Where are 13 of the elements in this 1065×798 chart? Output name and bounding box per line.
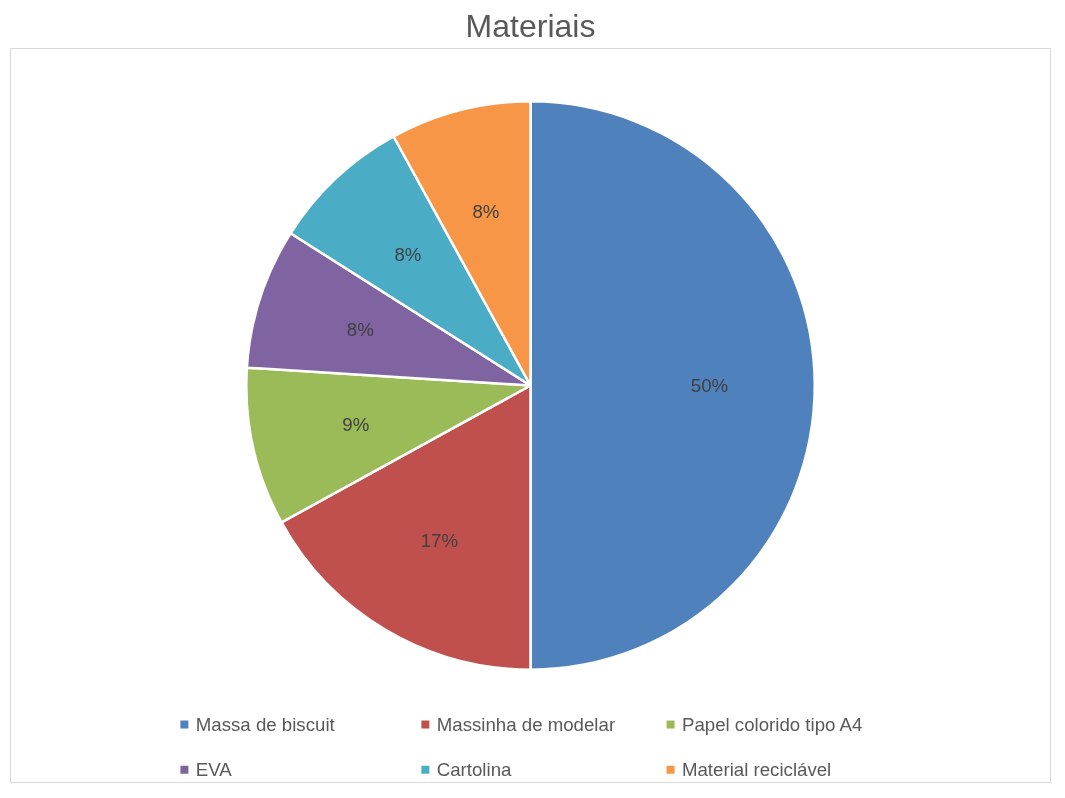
legend-label: Massinha de modelar xyxy=(436,714,616,736)
legend-label: Cartolina xyxy=(436,759,513,781)
data-label: 9% xyxy=(342,414,370,436)
data-label: 17% xyxy=(420,529,459,551)
legend-label: Papel colorido tipo A4 xyxy=(681,714,863,736)
legend-label: Material reciclável xyxy=(681,759,832,781)
data-label: 50% xyxy=(690,375,729,397)
chart-title: Materiais xyxy=(465,7,596,44)
legend-label: Massa de biscuit xyxy=(195,714,336,736)
data-label: 8% xyxy=(472,200,500,222)
data-label: 8% xyxy=(346,319,374,341)
data-label: 8% xyxy=(394,243,422,265)
legend-label: EVA xyxy=(195,759,233,781)
